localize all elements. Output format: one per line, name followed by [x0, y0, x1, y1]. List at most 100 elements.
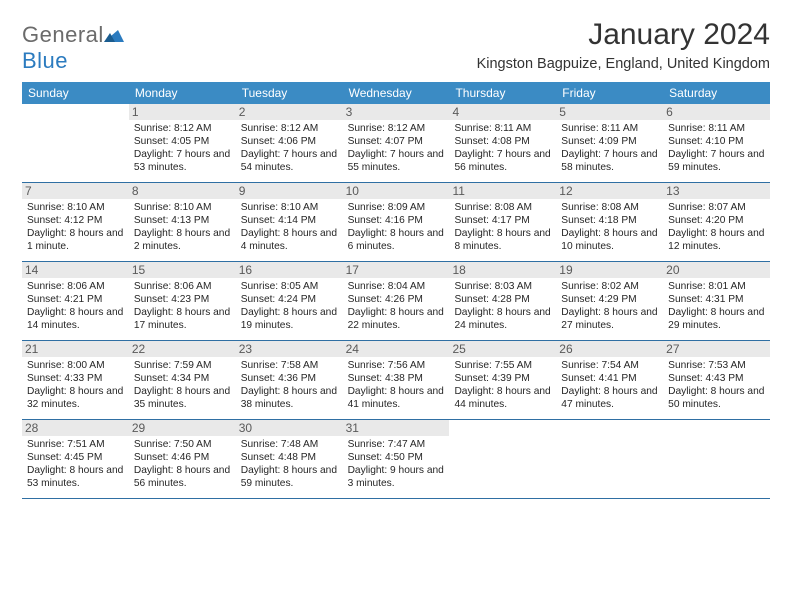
- day-info: Sunrise: 8:00 AMSunset: 4:33 PMDaylight:…: [27, 359, 124, 411]
- day-number: 3: [343, 104, 450, 120]
- sunrise-label: Sunrise: 7:56 AM: [348, 359, 445, 372]
- day-info: Sunrise: 8:11 AMSunset: 4:09 PMDaylight:…: [561, 122, 658, 174]
- day-info: Sunrise: 8:08 AMSunset: 4:18 PMDaylight:…: [561, 201, 658, 253]
- day-info: Sunrise: 8:07 AMSunset: 4:20 PMDaylight:…: [668, 201, 765, 253]
- sunset-label: Sunset: 4:43 PM: [668, 372, 765, 385]
- sunrise-label: Sunrise: 8:09 AM: [348, 201, 445, 214]
- day-info: Sunrise: 8:01 AMSunset: 4:31 PMDaylight:…: [668, 280, 765, 332]
- sunrise-label: Sunrise: 7:59 AM: [134, 359, 231, 372]
- header: GeneralBlue January 2024 Kingston Bagpui…: [22, 18, 770, 74]
- brand-mark-icon: [104, 28, 124, 42]
- day-info: Sunrise: 8:03 AMSunset: 4:28 PMDaylight:…: [454, 280, 551, 332]
- sunset-label: Sunset: 4:18 PM: [561, 214, 658, 227]
- brand-name-a: General: [22, 22, 104, 47]
- sunrise-label: Sunrise: 8:12 AM: [348, 122, 445, 135]
- sunset-label: Sunset: 4:13 PM: [134, 214, 231, 227]
- sunrise-label: Sunrise: 7:50 AM: [134, 438, 231, 451]
- sunrise-label: Sunrise: 8:12 AM: [241, 122, 338, 135]
- sunrise-label: Sunrise: 8:10 AM: [241, 201, 338, 214]
- day-number: 4: [449, 104, 556, 120]
- day-number: 31: [343, 420, 450, 436]
- daylight-label: Daylight: 7 hours and 54 minutes.: [241, 148, 338, 174]
- day-cell: 5Sunrise: 8:11 AMSunset: 4:09 PMDaylight…: [556, 104, 663, 182]
- day-cell: [449, 420, 556, 498]
- day-number: 18: [449, 262, 556, 278]
- day-info: Sunrise: 8:10 AMSunset: 4:12 PMDaylight:…: [27, 201, 124, 253]
- day-info: Sunrise: 8:11 AMSunset: 4:10 PMDaylight:…: [668, 122, 765, 174]
- day-number: 30: [236, 420, 343, 436]
- sunrise-label: Sunrise: 7:58 AM: [241, 359, 338, 372]
- sunrise-label: Sunrise: 7:48 AM: [241, 438, 338, 451]
- day-cell: 15Sunrise: 8:06 AMSunset: 4:23 PMDayligh…: [129, 262, 236, 340]
- daylight-label: Daylight: 8 hours and 50 minutes.: [668, 385, 765, 411]
- day-cell: 24Sunrise: 7:56 AMSunset: 4:38 PMDayligh…: [343, 341, 450, 419]
- day-info: Sunrise: 7:56 AMSunset: 4:38 PMDaylight:…: [348, 359, 445, 411]
- sunrise-label: Sunrise: 8:08 AM: [561, 201, 658, 214]
- dow-sunday: Sunday: [22, 82, 129, 104]
- day-cell: 18 Sunrise: 8:03 AMSunset: 4:28 PMDayligh…: [449, 262, 556, 340]
- day-number: 28: [22, 420, 129, 436]
- daylight-label: Daylight: 8 hours and 14 minutes.: [27, 306, 124, 332]
- sunrise-label: Sunrise: 7:54 AM: [561, 359, 658, 372]
- sunset-label: Sunset: 4:09 PM: [561, 135, 658, 148]
- daylight-label: Daylight: 8 hours and 1 minute.: [27, 227, 124, 253]
- day-info: Sunrise: 8:06 AMSunset: 4:23 PMDaylight:…: [134, 280, 231, 332]
- sunrise-label: Sunrise: 8:10 AM: [27, 201, 124, 214]
- sunset-label: Sunset: 4:23 PM: [134, 293, 231, 306]
- sunrise-label: Sunrise: 7:47 AM: [348, 438, 445, 451]
- dow-saturday: Saturday: [663, 82, 770, 104]
- sunset-label: Sunset: 4:14 PM: [241, 214, 338, 227]
- sunrise-label: Sunrise: 8:11 AM: [668, 122, 765, 135]
- week-row: 7Sunrise: 8:10 AMSunset: 4:12 PMDaylight…: [22, 183, 770, 262]
- sunset-label: Sunset: 4:12 PM: [27, 214, 124, 227]
- day-info: Sunrise: 8:05 AMSunset: 4:24 PMDaylight:…: [241, 280, 338, 332]
- dow-tuesday: Tuesday: [236, 82, 343, 104]
- day-info: Sunrise: 8:09 AMSunset: 4:16 PMDaylight:…: [348, 201, 445, 253]
- daylight-label: Daylight: 8 hours and 44 minutes.: [454, 385, 551, 411]
- sunset-label: Sunset: 4:10 PM: [668, 135, 765, 148]
- day-cell: 22Sunrise: 7:59 AMSunset: 4:34 PMDayligh…: [129, 341, 236, 419]
- day-cell: 16 Sunrise: 8:05 AMSunset: 4:24 PMDayligh…: [236, 262, 343, 340]
- sunrise-label: Sunrise: 7:55 AM: [454, 359, 551, 372]
- day-cell: [556, 420, 663, 498]
- daylight-label: Daylight: 8 hours and 2 minutes.: [134, 227, 231, 253]
- month-title: January 2024: [477, 18, 770, 52]
- sunrise-label: Sunrise: 8:08 AM: [454, 201, 551, 214]
- sunset-label: Sunset: 4:45 PM: [27, 451, 124, 464]
- week-row: 14Sunrise: 8:06 AMSunset: 4:21 PMDayligh…: [22, 262, 770, 341]
- day-number: 16: [236, 262, 343, 278]
- daylight-label: Daylight: 8 hours and 24 minutes.: [454, 306, 551, 332]
- daylight-label: Daylight: 8 hours and 53 minutes.: [27, 464, 124, 490]
- day-number: 8: [129, 183, 236, 199]
- sunset-label: Sunset: 4:33 PM: [27, 372, 124, 385]
- sunrise-label: Sunrise: 7:51 AM: [27, 438, 124, 451]
- sunrise-label: Sunrise: 8:03 AM: [454, 280, 551, 293]
- sunset-label: Sunset: 4:39 PM: [454, 372, 551, 385]
- daylight-label: Daylight: 7 hours and 55 minutes.: [348, 148, 445, 174]
- daylight-label: Daylight: 8 hours and 12 minutes.: [668, 227, 765, 253]
- day-number: 14: [22, 262, 129, 278]
- week-row: 1Sunrise: 8:12 AMSunset: 4:05 PMDaylight…: [22, 104, 770, 183]
- sunset-label: Sunset: 4:20 PM: [668, 214, 765, 227]
- day-number: 12: [556, 183, 663, 199]
- daylight-label: Daylight: 8 hours and 47 minutes.: [561, 385, 658, 411]
- sunset-label: Sunset: 4:17 PM: [454, 214, 551, 227]
- day-cell: 17 Sunrise: 8:04 AMSunset: 4:26 PMDayligh…: [343, 262, 450, 340]
- day-info: Sunrise: 7:54 AMSunset: 4:41 PMDaylight:…: [561, 359, 658, 411]
- day-number: 25: [449, 341, 556, 357]
- day-cell: 31Sunrise: 7:47 AMSunset: 4:50 PMDayligh…: [343, 420, 450, 498]
- day-cell: 19Sunrise: 8:02 AMSunset: 4:29 PMDayligh…: [556, 262, 663, 340]
- day-cell: 13Sunrise: 8:07 AMSunset: 4:20 PMDayligh…: [663, 183, 770, 261]
- sunrise-label: Sunrise: 8:10 AM: [134, 201, 231, 214]
- day-number: 17: [343, 262, 450, 278]
- sunset-label: Sunset: 4:48 PM: [241, 451, 338, 464]
- day-number: 2: [236, 104, 343, 120]
- day-cell: 14Sunrise: 8:06 AMSunset: 4:21 PMDayligh…: [22, 262, 129, 340]
- day-number: 19: [556, 262, 663, 278]
- day-cell: 4Sunrise: 8:11 AMSunset: 4:08 PMDaylight…: [449, 104, 556, 182]
- calendar-grid: Sunday Monday Tuesday Wednesday Thursday…: [22, 82, 770, 499]
- day-info: Sunrise: 8:04 AMSunset: 4:26 PMDaylight:…: [348, 280, 445, 332]
- day-number: 7: [22, 183, 129, 199]
- sunrise-label: Sunrise: 7:53 AM: [668, 359, 765, 372]
- day-cell: 2Sunrise: 8:12 AMSunset: 4:06 PMDaylight…: [236, 104, 343, 182]
